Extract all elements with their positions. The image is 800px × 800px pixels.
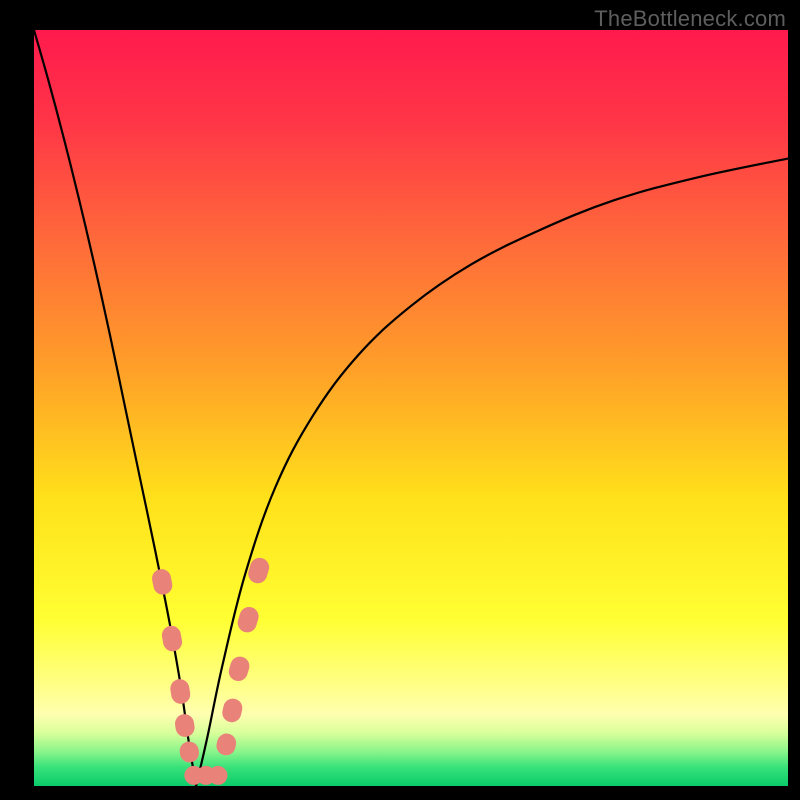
gradient-background — [34, 30, 788, 786]
chart-svg — [34, 30, 788, 786]
chart-container: TheBottleneck.com — [0, 0, 800, 800]
watermark-text: TheBottleneck.com — [594, 6, 786, 32]
plot-area — [34, 30, 788, 786]
